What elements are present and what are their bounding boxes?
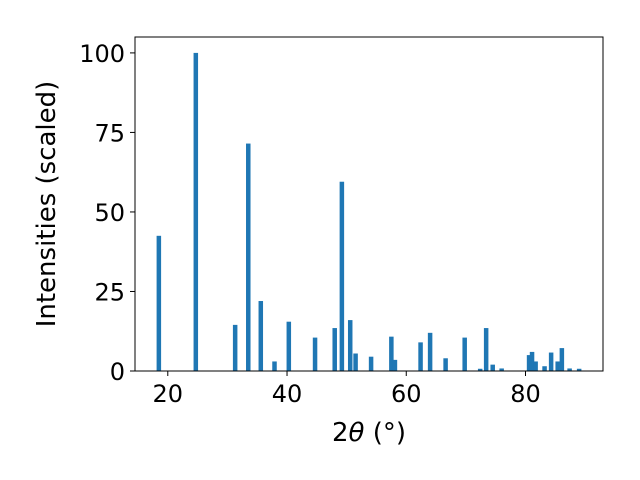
x-tick-label: 40 (272, 380, 303, 408)
bar (258, 301, 264, 371)
bar (427, 332, 433, 371)
y-axis-label: Intensities (scaled) (32, 81, 62, 328)
bar (193, 52, 199, 372)
x-axis-label: 2θ (°) (332, 418, 406, 448)
x-axis-ticks: 20 40 60 80 (153, 371, 541, 408)
bar (347, 320, 353, 371)
y-tick-label: 0 (110, 358, 125, 386)
x-tick-label: 20 (153, 380, 184, 408)
y-axis-ticks: 0 25 50 75 100 (79, 40, 135, 386)
bar (246, 143, 251, 371)
bar (462, 337, 467, 371)
bar (392, 359, 398, 371)
bar (272, 361, 277, 371)
y-tick-label: 100 (79, 40, 125, 68)
bar (443, 358, 448, 371)
bar (533, 361, 538, 371)
plot-frame (134, 36, 604, 372)
bar (368, 356, 374, 371)
bar (559, 348, 565, 371)
bar (499, 368, 504, 371)
x-tick-label: 80 (510, 380, 541, 408)
bar (567, 368, 572, 371)
bar (477, 368, 483, 371)
bar (490, 364, 495, 371)
x-axis-label-theta: θ (349, 418, 365, 448)
bars-group (156, 52, 582, 372)
bar (526, 355, 532, 371)
y-tick-label: 25 (94, 278, 125, 306)
bar (555, 361, 560, 371)
bar (529, 351, 535, 371)
bar (332, 328, 337, 371)
y-tick-label: 75 (94, 119, 125, 147)
bar (339, 181, 345, 371)
x-axis-label-prefix: 2 (332, 418, 349, 448)
x-tick-label: 60 (391, 380, 422, 408)
bar (232, 324, 238, 371)
bar (156, 235, 162, 371)
bar (389, 336, 394, 371)
bar (542, 366, 547, 371)
bar (483, 328, 489, 371)
x-axis-label-suffix: (°) (364, 418, 406, 448)
bar (353, 353, 358, 371)
bar (548, 352, 554, 371)
bar (576, 368, 582, 371)
bar (286, 321, 292, 371)
bar (418, 342, 423, 371)
y-tick-label: 50 (94, 199, 125, 227)
bar (312, 337, 318, 371)
